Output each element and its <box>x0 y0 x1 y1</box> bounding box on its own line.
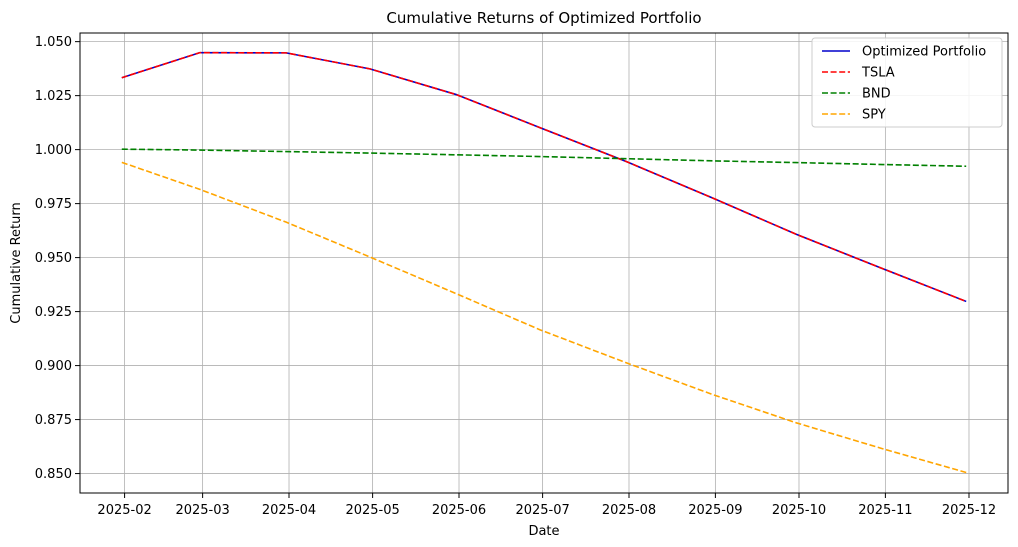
x-tick-label: 2025-04 <box>262 503 316 518</box>
legend-label-optimized-portfolio: Optimized Portfolio <box>862 45 986 60</box>
x-tick-label: 2025-07 <box>515 503 569 518</box>
y-axis-label: Cumulative Return <box>9 202 24 323</box>
y-tick-label: 0.925 <box>35 305 72 320</box>
x-tick-label: 2025-11 <box>858 503 912 518</box>
series-layer <box>121 51 967 474</box>
legend-box <box>811 37 1003 128</box>
x-tick-label: 2025-12 <box>942 503 996 518</box>
y-tick-label: 0.950 <box>35 251 72 266</box>
chart-title: Cumulative Returns of Optimized Portfoli… <box>386 9 701 27</box>
series-line-tsla <box>121 51 967 303</box>
x-tick-label: 2025-02 <box>97 503 151 518</box>
y-tick-label: 1.050 <box>35 35 72 50</box>
series-line-bnd <box>121 148 967 168</box>
legend: Optimized Portfolio TSLA BND SPY <box>811 37 1003 128</box>
tick-layer: 2025-02 2025-03 2025-04 2025-05 2025-06 2025-… <box>35 35 996 518</box>
x-tick-label: 2025-05 <box>345 503 399 518</box>
x-tick-label: 2025-03 <box>175 503 229 518</box>
y-tick-label: 0.850 <box>35 467 72 482</box>
legend-label-spy: SPY <box>862 108 886 123</box>
y-tick-label: 0.875 <box>35 413 72 428</box>
legend-label-bnd: BND <box>862 87 891 102</box>
plot-frame <box>79 32 1009 494</box>
series-line-spy <box>121 161 967 474</box>
legend-label-tsla: TSLA <box>861 66 895 81</box>
x-axis-label: Date <box>528 524 559 539</box>
y-tick-label: 1.025 <box>35 89 72 104</box>
x-tick-label: 2025-06 <box>432 503 486 518</box>
y-tick-label: 1.000 <box>35 143 72 158</box>
y-tick-label: 0.975 <box>35 197 72 212</box>
x-tick-label: 2025-08 <box>602 503 656 518</box>
y-tick-label: 0.900 <box>35 359 72 374</box>
x-tick-label: 2025-09 <box>688 503 742 518</box>
x-tick-label: 2025-10 <box>772 503 826 518</box>
